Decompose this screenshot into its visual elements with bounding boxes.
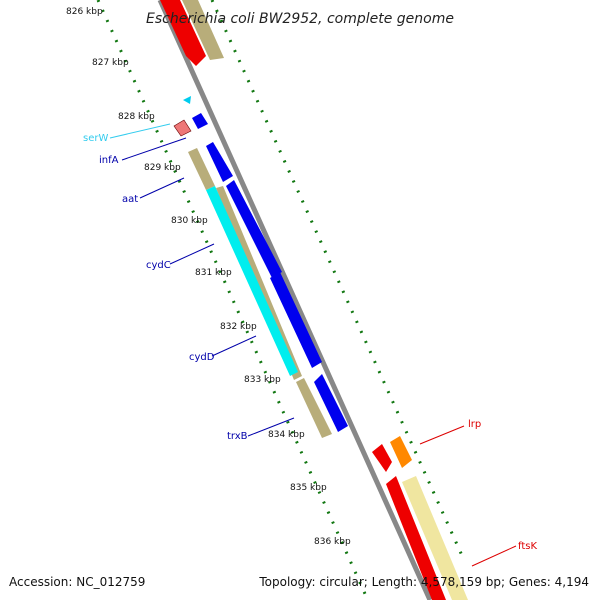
tick-label: 832 kbp: [220, 322, 257, 332]
tick-label: 826 kbp: [66, 7, 103, 17]
tick-label: 828 kbp: [118, 112, 155, 122]
gene-label-cydd: cydD: [189, 352, 215, 363]
orf-forward-top: [182, 0, 224, 60]
serw-feature: [173, 119, 192, 137]
tick-labels: 826 kbp 827 kbp 828 kbp 829 kbp 830 kbp …: [66, 7, 351, 547]
gene-label-ftsk: ftsK: [518, 541, 537, 552]
tick-label: 835 kbp: [290, 483, 327, 493]
genome-summary-text: Topology: circular; Length: 4,578,159 bp…: [258, 575, 589, 589]
infa-leader: [121, 137, 187, 161]
gene-label-serw: serW: [83, 133, 108, 144]
gene-label-aat: aat: [122, 194, 138, 205]
gene-label-cydc: cydC: [146, 260, 171, 271]
tick-label: 834 kbp: [268, 430, 305, 440]
lrp-orange-feature: [390, 436, 412, 468]
tick-label: 831 kbp: [195, 268, 232, 278]
tick-dotted-ring: [96, 0, 368, 597]
accession-text: Accession: NC_012759: [9, 575, 145, 589]
infa-feature: [192, 113, 208, 129]
lrp-cds-feature: [372, 444, 392, 472]
trna-top-marker: [183, 96, 191, 104]
tick-label: 836 kbp: [314, 537, 351, 547]
cydc-orf-feature: [216, 186, 302, 380]
ftsk-leader: [471, 545, 517, 567]
cydc-cds-feature: [226, 180, 282, 278]
gene-label-lrp: lrp: [468, 419, 481, 430]
aat-orf-feature: [188, 148, 215, 190]
gene-label-infa: infA: [99, 155, 119, 166]
aat-leader: [139, 177, 185, 199]
lrp-leader: [419, 425, 465, 445]
tick-label: 830 kbp: [171, 216, 208, 226]
serw-leader: [109, 123, 171, 139]
cydd-leader: [211, 335, 257, 357]
genome-backbone: [157, 0, 433, 600]
ftsk-cds-feature: [386, 476, 446, 600]
tick-label: 827 kbp: [92, 58, 129, 68]
cydc-leader: [169, 243, 215, 265]
tick-label: 833 kbp: [244, 375, 281, 385]
aat-cds-feature: [206, 142, 233, 182]
trna-long-feature: [206, 186, 298, 376]
ftsk-orf-feature: [402, 476, 468, 600]
tick-label: 829 kbp: [144, 163, 181, 173]
trxb-leader: [247, 417, 295, 437]
map-title: Escherichia coli BW2952, complete genome: [146, 11, 454, 27]
cds-reverse-top: [160, 0, 206, 66]
gene-label-trxb: trxB: [227, 431, 248, 442]
trxb-cds-feature: [314, 374, 348, 432]
trxb-orf-feature: [296, 378, 332, 438]
cydd-cds-feature: [270, 272, 322, 368]
